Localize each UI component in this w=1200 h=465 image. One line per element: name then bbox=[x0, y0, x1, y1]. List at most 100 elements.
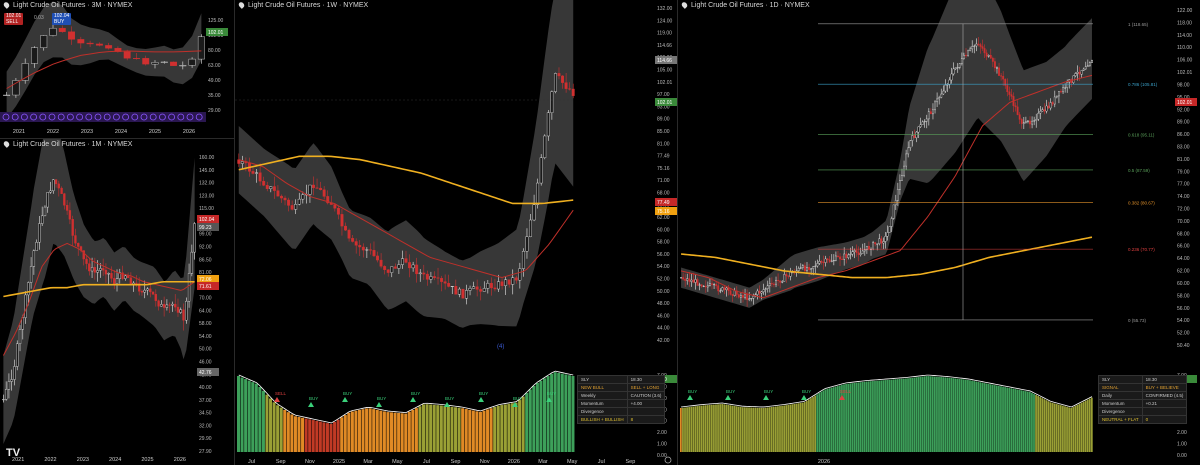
oil-drop-icon bbox=[2, 1, 11, 10]
oscillator-bar bbox=[727, 404, 730, 452]
oscillator-bar bbox=[834, 386, 837, 452]
oscillator-bar bbox=[936, 376, 938, 452]
candle-body bbox=[142, 58, 150, 65]
oscillator-bar bbox=[772, 406, 775, 452]
oscillator-bar bbox=[1024, 391, 1027, 452]
oscillator-bar bbox=[461, 408, 465, 452]
candle-body bbox=[35, 242, 38, 251]
candle-body bbox=[942, 90, 945, 95]
candle-body bbox=[354, 241, 358, 246]
oscillator-bar bbox=[347, 412, 351, 452]
candle-body bbox=[143, 289, 146, 293]
chart-panel-1d[interactable]: 1 (118.65) 0.786 (105.81) 0.618 (95.11) 0.5… bbox=[678, 0, 1200, 465]
fibonacci-label: 0 (55.73) bbox=[1128, 318, 1147, 323]
oscillator-bar bbox=[1014, 389, 1017, 452]
oscillator-bar bbox=[967, 379, 969, 452]
candle-body bbox=[969, 48, 972, 52]
y-tick-label: 27.90 bbox=[199, 449, 212, 455]
oscillator-bar bbox=[464, 409, 468, 452]
oscillator-bar bbox=[535, 382, 539, 452]
panel-divider[interactable] bbox=[234, 0, 235, 465]
candle-body bbox=[987, 55, 990, 57]
oscillator-bar bbox=[725, 404, 728, 452]
candle-body bbox=[497, 281, 500, 290]
oscillator-bar bbox=[553, 372, 557, 452]
candle-body bbox=[65, 205, 69, 211]
y-tick-label: 77.00 bbox=[1177, 182, 1190, 188]
candle-body bbox=[52, 179, 55, 192]
candle-body bbox=[40, 35, 48, 48]
candle-body bbox=[775, 279, 777, 285]
x-tick-label: 2022 bbox=[44, 457, 56, 463]
candle-body bbox=[170, 61, 177, 66]
oscillator-bar bbox=[1090, 397, 1093, 452]
candle-body bbox=[948, 79, 951, 85]
oscillator-bar bbox=[372, 409, 376, 452]
y-tick-label: 64.00 bbox=[199, 308, 212, 314]
candle-body bbox=[365, 249, 369, 251]
candle-body bbox=[841, 258, 844, 260]
candle-body bbox=[18, 329, 22, 345]
chart-panel-3m[interactable]: 125.00 102.01 80.00 63.00 49.00 35.00 29.00 202… bbox=[0, 0, 234, 138]
candle-body bbox=[49, 27, 57, 36]
y-tick-label: 93.00 bbox=[657, 104, 670, 110]
oscillator-bar bbox=[283, 409, 287, 452]
oscillator-bar bbox=[471, 410, 475, 452]
candle-body bbox=[457, 288, 461, 295]
oscillator-bar bbox=[810, 398, 812, 452]
ma-price-badge-bg bbox=[197, 282, 219, 290]
candle-body bbox=[433, 276, 436, 278]
x-tick-label: 2026 bbox=[818, 459, 830, 465]
x-tick-label: May bbox=[392, 459, 403, 465]
y-tick-label: 124.00 bbox=[657, 18, 673, 24]
candle-body bbox=[160, 304, 163, 307]
signal-arrow-icon bbox=[308, 402, 314, 407]
moving-average-yellow bbox=[238, 155, 574, 205]
oscillator-bar bbox=[925, 376, 928, 452]
oscillator-bar bbox=[723, 404, 726, 452]
candle-body bbox=[963, 54, 965, 59]
candle-body bbox=[101, 268, 105, 271]
x-tick-label: May bbox=[567, 459, 578, 465]
signal-arrow-icon bbox=[687, 395, 693, 400]
oscillator-bar bbox=[869, 381, 872, 452]
candle-body bbox=[1072, 75, 1075, 83]
y-tick-label: 1.00 bbox=[657, 442, 667, 448]
panel-divider[interactable] bbox=[0, 138, 234, 139]
chart-1d-svg[interactable]: 1 (118.65) 0.786 (105.81) 0.618 (95.11) 0.5… bbox=[678, 0, 1200, 465]
oscillator-bar bbox=[820, 391, 823, 452]
sell-price-badge[interactable]: 102.01 SELL bbox=[4, 13, 24, 25]
oscillator-bar bbox=[525, 393, 529, 452]
indicator-table-cell: Momentum bbox=[577, 399, 628, 408]
oscillator-bar bbox=[354, 410, 358, 452]
y-tick-label: 83.00 bbox=[1177, 144, 1190, 150]
x-tick-label: 2026 bbox=[174, 457, 186, 463]
candle-body bbox=[29, 266, 33, 283]
chart-1m-svg[interactable]: 160.00145.00132.00123.00115.00107.0099.0… bbox=[0, 139, 234, 465]
chart-1w-svg[interactable]: (4) SELL BUY BUY BUY BUY BUY BUY BUY BUY 132.00 124… bbox=[235, 0, 677, 465]
ma-price-badge-bg bbox=[655, 207, 677, 215]
y-tick-label: 102.01 bbox=[1177, 70, 1193, 76]
buy-price-badge[interactable]: 102.04 BUY bbox=[52, 13, 72, 25]
indicator-table-row: SIGNAL BUY + BELIEVE bbox=[1098, 383, 1188, 392]
candle-body bbox=[1029, 120, 1031, 125]
candle-body bbox=[702, 285, 705, 287]
candle-body bbox=[1024, 121, 1027, 123]
bollinger-band bbox=[238, 0, 574, 328]
x-tick-label: 2024 bbox=[109, 457, 121, 463]
candle-body bbox=[347, 229, 351, 239]
oscillator-bar bbox=[489, 408, 493, 452]
candle-body bbox=[436, 277, 440, 279]
low-price-badge: 42.76 bbox=[199, 370, 212, 376]
candle-body bbox=[107, 273, 110, 275]
candle-body bbox=[190, 251, 194, 274]
candle-body bbox=[965, 54, 967, 56]
candle-body bbox=[151, 62, 159, 65]
y-tick-label: 1.00 bbox=[1177, 442, 1187, 448]
panel-divider[interactable] bbox=[677, 0, 678, 465]
chart-panel-1w[interactable]: (4) SELL BUY BUY BUY BUY BUY BUY BUY BUY 132.00 124… bbox=[235, 0, 677, 465]
chart-3m-svg[interactable]: 125.00 102.01 80.00 63.00 49.00 35.00 29.00 202… bbox=[0, 0, 234, 138]
candle-body bbox=[440, 278, 444, 282]
chart-panel-1m[interactable]: 160.00145.00132.00123.00115.00107.0099.0… bbox=[0, 139, 234, 465]
candle-body bbox=[989, 55, 992, 59]
